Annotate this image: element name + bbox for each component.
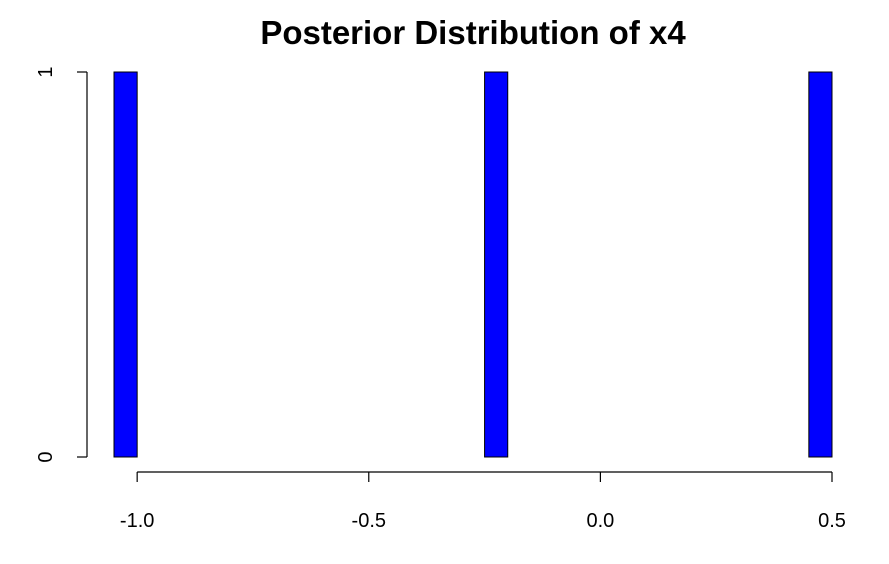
x-tick-label: -1.0 [120,510,154,532]
histogram-bar [113,71,138,458]
x-axis: -1.0 -0.5 0.0 0.5 [120,471,846,532]
x-tick-label: -0.5 [352,510,386,532]
x-tick-label: 0.5 [818,510,846,532]
y-tick-label: 0 [35,451,57,462]
y-tick-label: 1 [35,66,57,77]
histogram-bar [484,71,509,458]
y-axis: 01 [35,66,88,463]
chart-title: Posterior Distribution of x4 [260,14,686,51]
x-tick-label: 0.0 [586,510,614,532]
histogram-bar [808,71,833,458]
bars-layer [113,71,833,458]
